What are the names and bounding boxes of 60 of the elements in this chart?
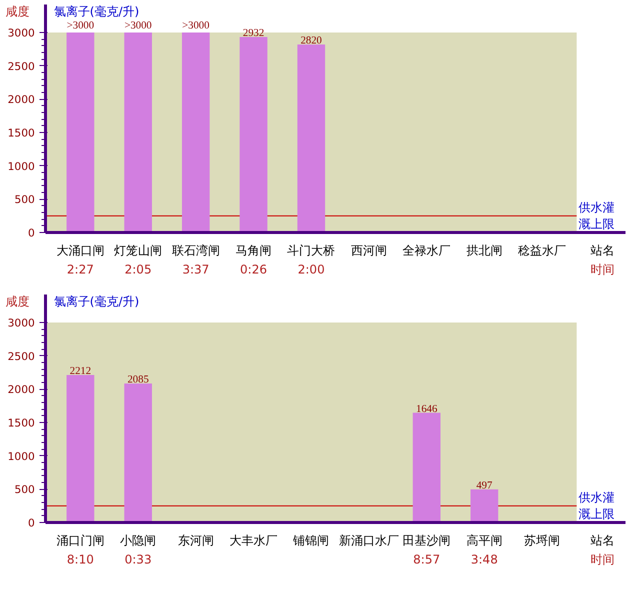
data-label: 497 <box>476 480 494 492</box>
y-tick-label: 1500 <box>8 416 35 430</box>
bar <box>124 384 152 522</box>
data-label: 2820 <box>300 36 322 46</box>
category-label: 高平闸 3:48 <box>466 534 502 566</box>
category-label: 小隐闸 0:33 <box>120 534 156 566</box>
data-label: 1646 <box>416 404 438 415</box>
bar <box>66 375 94 522</box>
x-tick-label: 西河闸 <box>350 244 387 258</box>
category-label: 涌口门闸 8:10 <box>56 534 104 566</box>
x-tick-label: 大丰水厂 <box>230 534 278 548</box>
y-tick-label: 2000 <box>8 383 35 396</box>
data-label: >3000 <box>124 20 152 32</box>
x-tick-label: 全禄水厂 <box>402 244 451 258</box>
y-tick-label: 500 <box>14 483 35 496</box>
y-tick-label: 3000 <box>8 26 35 40</box>
bar <box>297 44 326 232</box>
category-label: 斗门大桥 2:00 <box>287 244 336 276</box>
category-label: 大涌口闸 2:27 <box>56 244 104 276</box>
bar <box>182 32 210 232</box>
chart-title: 氯离子(毫克/升) <box>54 294 140 308</box>
ref-line-label: 供水灌溉上限 <box>578 490 615 522</box>
bar <box>66 32 94 232</box>
x-axis-title: 站名 <box>590 534 615 548</box>
bar <box>470 489 498 522</box>
y-tick-label: 1000 <box>8 160 35 173</box>
y-tick-label: 2000 <box>8 93 35 106</box>
y-axis-title: 咸度 <box>5 4 30 18</box>
category-label: 灯笼山闸 2:05 <box>114 244 162 276</box>
y-tick-label: 2500 <box>8 350 35 363</box>
x-tick-label: 苏埒闸 <box>524 534 560 548</box>
ref-line-label: 供水灌溉上限 <box>578 200 615 232</box>
category-label: 田基沙闸 8:57 <box>402 534 451 566</box>
x-axis-title: 站名 <box>590 244 615 258</box>
x-tick-label: 新涌口水厂 <box>338 534 399 548</box>
data-label: >3000 <box>182 20 210 32</box>
x-tick-label: 拱北闸 <box>466 244 502 258</box>
bar <box>240 37 268 232</box>
y-tick-label: 0 <box>28 516 35 530</box>
y-axis-title: 咸度 <box>5 294 30 308</box>
x-tick-label: 稔益水厂 <box>518 244 566 258</box>
chart-title: 氯离子(毫克/升) <box>54 4 140 18</box>
y-tick-label: 0 <box>28 226 35 240</box>
text: 时间 <box>590 552 615 566</box>
y-tick-label: 500 <box>14 193 35 206</box>
text: 时间 <box>590 262 615 276</box>
data-label: >3000 <box>66 20 94 32</box>
x-tick-label: 铺锦闸 <box>292 534 330 548</box>
category-label: 联石湾闸 3:37 <box>172 244 220 276</box>
y-tick-label: 1500 <box>8 126 35 140</box>
y-tick-label: 3000 <box>8 316 35 330</box>
data-label: 2932 <box>242 28 264 40</box>
y-tick-label: 1000 <box>8 450 35 463</box>
bar <box>412 412 440 522</box>
bar <box>124 32 152 232</box>
data-label: 2085 <box>127 374 149 386</box>
category-label: 马角闸 0:26 <box>236 244 272 276</box>
data-label: 2212 <box>70 366 92 378</box>
y-tick-label: 2500 <box>8 60 35 73</box>
x-tick-label: 东河闸 <box>178 534 214 548</box>
